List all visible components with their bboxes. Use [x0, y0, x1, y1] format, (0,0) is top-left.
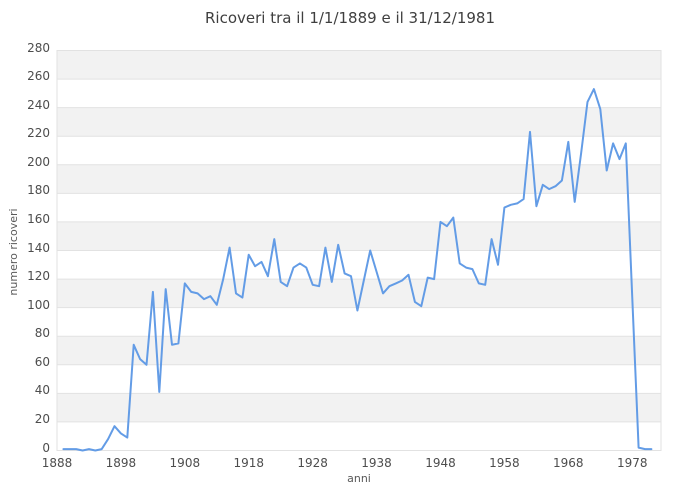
y-tick-label: 260 [27, 69, 50, 84]
y-tick-label: 240 [27, 97, 50, 112]
y-axis-title: numero ricoveri [7, 208, 20, 296]
x-tick-label: 1888 [41, 456, 73, 470]
y-tick-label: 120 [27, 269, 50, 284]
data-line [62, 88, 653, 452]
x-tick-label: 1938 [361, 456, 392, 470]
y-tick-label: 40 [34, 383, 50, 398]
background-band [57, 221, 661, 251]
y-tick-label: 140 [27, 240, 50, 255]
x-tick-label: 1968 [553, 456, 584, 470]
x-tick-label: 1908 [169, 456, 201, 470]
y-tick-label: 160 [27, 211, 50, 226]
y-tick-label: 180 [27, 183, 50, 198]
x-tick-label: 1958 [489, 456, 520, 470]
y-tick-label: 280 [27, 40, 50, 55]
plot-border [56, 50, 662, 451]
y-tick-label: 0 [42, 440, 50, 455]
x-axis-title: anni [347, 472, 371, 485]
y-tick-label: 100 [27, 297, 50, 312]
y-tick-label: 20 [34, 411, 50, 426]
background-band [57, 393, 661, 422]
y-tick-label: 200 [27, 154, 50, 169]
x-tick-label: 1948 [425, 456, 456, 470]
background-band [57, 107, 661, 137]
x-tick-label: 1978 [616, 456, 648, 470]
chart-title: Ricoveri tra il 1/1/1889 e il 31/12/1981 [204, 9, 496, 27]
background-band [57, 164, 661, 194]
x-tick-label: 1918 [233, 456, 264, 470]
y-tick-label: 60 [34, 354, 50, 369]
x-tick-label: 1898 [105, 456, 137, 470]
y-tick-label: 80 [34, 326, 50, 341]
background-band [57, 50, 661, 80]
x-tick-label: 1928 [297, 456, 328, 470]
y-tick-label: 220 [27, 126, 50, 141]
